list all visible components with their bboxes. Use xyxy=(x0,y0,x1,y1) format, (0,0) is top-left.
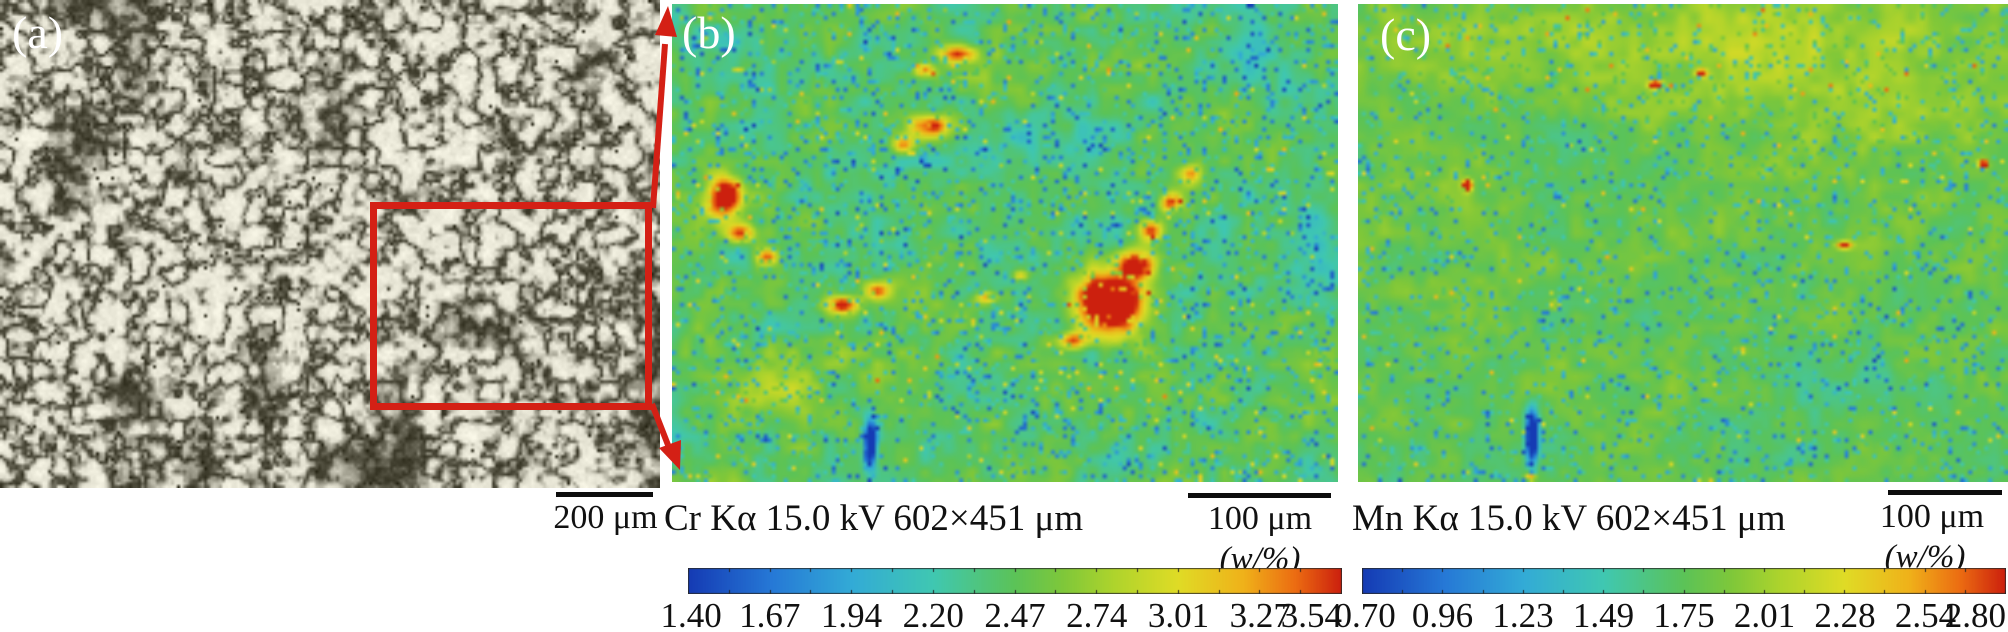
colorbar-tick-label: 1.49 xyxy=(1572,596,1635,632)
colorbar-tick-label: 3.27 xyxy=(1229,596,1291,632)
colorbar-ticks-c: 0.70 0.96 1.23 1.49 1.75 2.01 2.28 2.54 … xyxy=(1334,596,2006,632)
colorbar-tick-label: 2.28 xyxy=(1814,596,1876,632)
scale-bar-line-b xyxy=(1188,493,1331,498)
colorbar-tick-label: 1.94 xyxy=(820,596,883,632)
panel-label-a: (a) xyxy=(12,7,64,58)
caption-mn-map: Mn Kα 15.0 kV 602×451 μm xyxy=(1352,498,1786,539)
scale-bar-text-c: 100 μm xyxy=(1879,498,1985,535)
scale-bar-text-a: 200 μm xyxy=(553,499,658,536)
colorbar-tick-label: 1.67 xyxy=(739,596,801,632)
colorbar-tick-label: 0.70 xyxy=(1334,596,1396,632)
panel-label-c: (c) xyxy=(1380,9,1432,60)
colorbar-tick-label: 2.54 xyxy=(1894,596,1957,632)
colorbar-tick-label: 2.01 xyxy=(1733,596,1796,632)
colorbar-tick-label: 2.80 xyxy=(1944,596,2006,632)
eds-map-panel-c: (c) xyxy=(1358,4,2008,482)
caption-cr-map: Cr Kα 15.0 kV 602×451 μm xyxy=(664,498,1084,539)
colorbar-b xyxy=(688,568,1342,594)
scale-bar-line-a xyxy=(556,492,653,497)
micrograph-panel-a: (a) xyxy=(0,0,660,488)
scale-bar-line-c xyxy=(1888,490,2002,495)
panel-label-b: (b) xyxy=(682,7,736,58)
scale-bar-text-b: 100 μm xyxy=(1207,500,1313,537)
cr-eds-map-image xyxy=(672,4,1338,482)
mn-eds-map-image xyxy=(1358,4,2008,482)
colorbar-tick-label: 0.96 xyxy=(1411,596,1474,632)
colorbar-ticks-b: 1.40 1.67 1.94 2.20 2.47 2.74 3.01 3.27 … xyxy=(660,596,1342,632)
colorbar-tick-label: 1.40 xyxy=(660,596,722,632)
colorbar-tick-label: 3.01 xyxy=(1147,596,1210,632)
colorbar-tick-label: 2.74 xyxy=(1066,596,1128,632)
colorbar-tick-label: 2.47 xyxy=(984,596,1046,632)
colorbar-tick-label: 1.75 xyxy=(1653,596,1715,632)
colorbar-c xyxy=(1362,568,2006,594)
colorbar-tick-label: 1.23 xyxy=(1492,596,1554,632)
roi-rectangle xyxy=(370,202,652,410)
colorbar-tick-label: 3.54 xyxy=(1280,596,1342,632)
colorbar-tick-label: 2.20 xyxy=(902,596,964,632)
eds-map-panel-b: (b) xyxy=(672,4,1338,482)
